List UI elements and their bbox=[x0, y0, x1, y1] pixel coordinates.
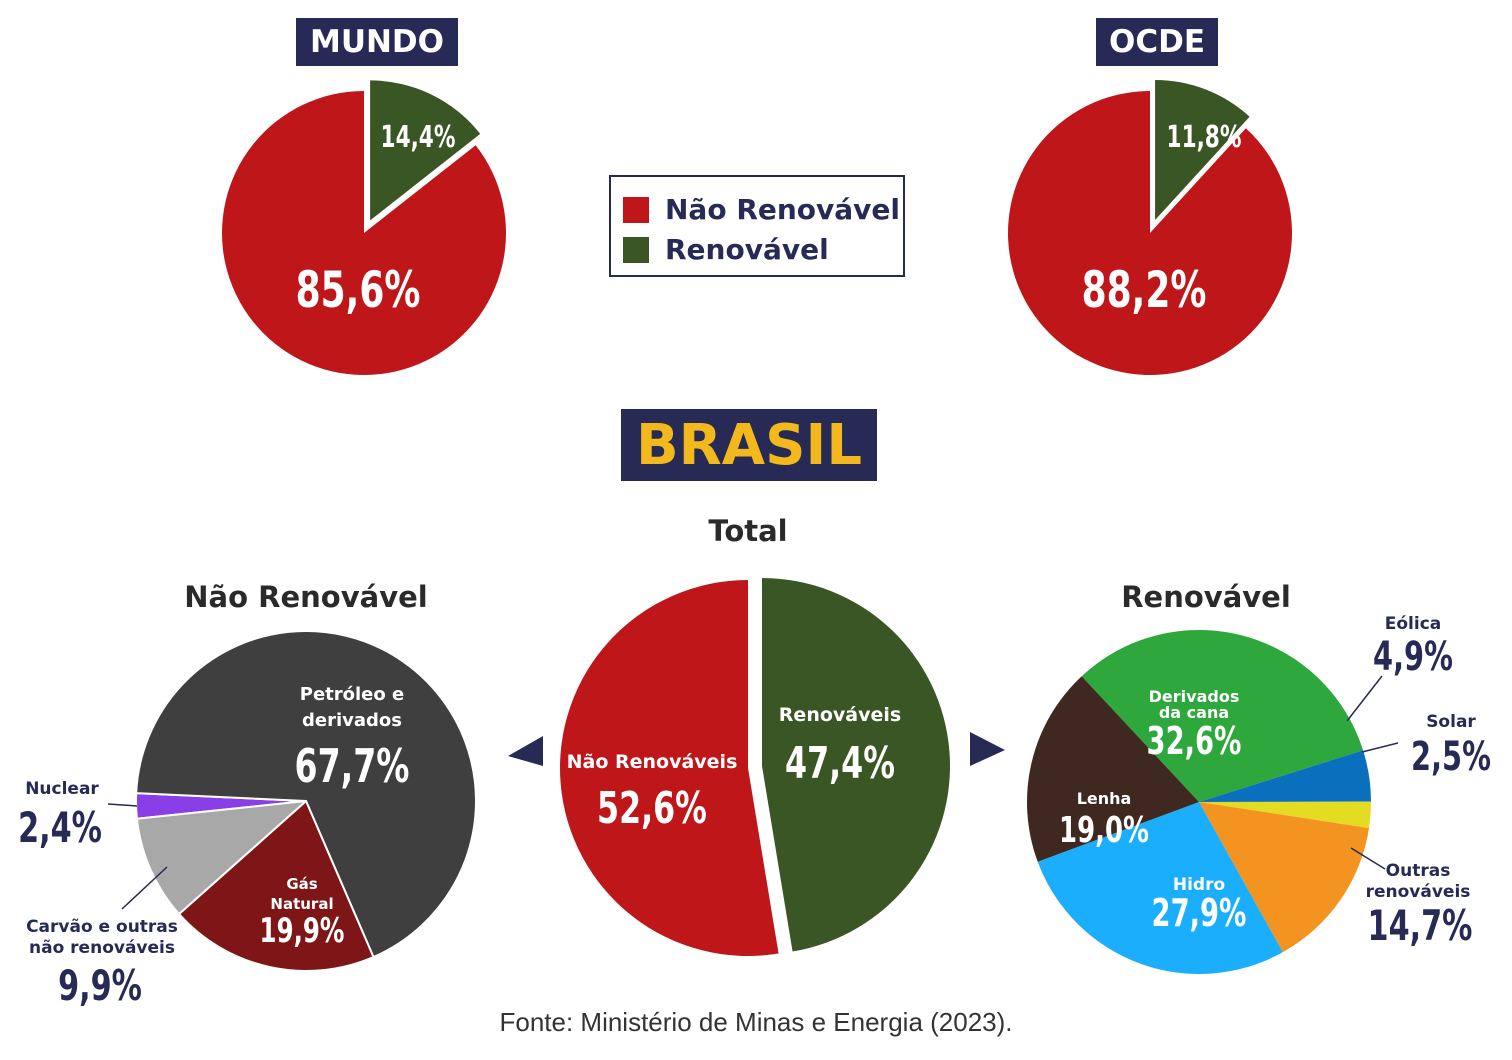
nr-label-carvao-value: 9,9% bbox=[58, 961, 142, 1010]
mundo-label-nao-renovavel: 85,6% bbox=[296, 262, 421, 319]
chart-title-nao-renovavel: Não Renovável bbox=[184, 580, 428, 614]
r-label-eolica-name: Eólica bbox=[1385, 614, 1442, 634]
source-note: Fonte: Ministério de Minas e Energia (20… bbox=[499, 1007, 1013, 1037]
legend-swatch-nao-renovavel bbox=[623, 196, 649, 223]
r-label-outras-name-0: Outras bbox=[1386, 861, 1451, 881]
r-leader-eolica bbox=[1346, 675, 1383, 722]
ocde-slice-nao-renovavel bbox=[1008, 91, 1292, 375]
r-label-outras-value: 14,7% bbox=[1368, 901, 1473, 950]
nr-label-carvao-name-0: Carvão e outras bbox=[26, 917, 178, 937]
total-label-nao-renovaveis-value: 52,6% bbox=[597, 783, 707, 835]
ocde-badge: OCDE bbox=[1096, 18, 1218, 66]
nr-label-carvao-name-1: não renováveis bbox=[29, 938, 175, 958]
nr-leader-nuclear bbox=[107, 803, 138, 807]
r-label-lenha-value: 19,0% bbox=[1059, 810, 1149, 851]
r-slice-eolica bbox=[1199, 750, 1371, 802]
legend-item-renovavel: Renovável bbox=[623, 233, 829, 266]
nr-label-nuclear-name: Nuclear bbox=[25, 779, 99, 799]
r-slice-outras-renovaveis bbox=[1199, 802, 1370, 953]
legend-item-nao-renovavel: Não Renovável bbox=[623, 193, 900, 226]
arrow-left-icon bbox=[508, 736, 543, 766]
mundo-slice-nao-renovavel bbox=[222, 91, 506, 376]
r-label-hidro-value: 27,9% bbox=[1152, 890, 1247, 935]
nr-label-petroleo-name-1: derivados bbox=[302, 710, 402, 731]
ocde-slice-renovavel bbox=[1155, 79, 1250, 220]
nr-slice-petroleo-e-derivados bbox=[135, 630, 477, 959]
legend-label-nao-renovavel: Não Renovável bbox=[665, 193, 901, 226]
r-label-cana-name-0: Derivados bbox=[1149, 687, 1240, 706]
r-label-solar-name: Solar bbox=[1426, 712, 1476, 732]
total-label-renovaveis-value: 47,4% bbox=[785, 738, 895, 790]
r-label-cana-name-1: da cana bbox=[1159, 703, 1229, 722]
chart-title-renovavel: Renovável bbox=[1121, 580, 1291, 614]
legend: Não Renovável Renovável bbox=[609, 175, 905, 277]
nr-slice-carvao-e-outras-nao-renovaveis bbox=[135, 800, 307, 916]
brasil-badge: BRASIL bbox=[621, 409, 877, 481]
nr-label-gas-name-1: Natural bbox=[270, 895, 333, 913]
nr-label-gas-value: 19,9% bbox=[260, 911, 345, 950]
total-label-renovaveis-name: Renováveis bbox=[779, 704, 901, 726]
legend-swatch-renovavel bbox=[623, 236, 649, 263]
r-slice-lenha bbox=[1027, 676, 1199, 862]
nr-leader-carvao bbox=[121, 866, 168, 910]
nr-label-petroleo-value: 67,7% bbox=[295, 741, 410, 794]
nr-label-nuclear-value: 2,4% bbox=[18, 803, 102, 852]
total-label-nao-renovaveis-name: Não Renováveis bbox=[567, 751, 738, 773]
r-label-eolica-value: 4,9% bbox=[1373, 634, 1453, 680]
nr-label-petroleo-name-0: Petróleo e bbox=[300, 684, 404, 705]
arrow-right-icon bbox=[970, 732, 1005, 766]
r-leader-outras bbox=[1350, 847, 1386, 870]
r-slice-solar bbox=[1199, 801, 1371, 829]
mundo-slice-renovavel bbox=[370, 80, 481, 221]
total-slice-renovaveis bbox=[762, 578, 950, 952]
ocde-label-nao-renovavel: 88,2% bbox=[1082, 262, 1207, 319]
r-label-outras-name-1: renováveis bbox=[1366, 882, 1471, 902]
total-slice-nao-renovaveis bbox=[559, 580, 779, 956]
r-label-cana-value: 32,6% bbox=[1147, 718, 1242, 763]
mundo-label-renovavel: 14,4% bbox=[381, 121, 456, 155]
mundo-badge: MUNDO bbox=[296, 18, 458, 66]
r-slice-hidro bbox=[1037, 802, 1283, 974]
r-label-lenha-name: Lenha bbox=[1077, 789, 1132, 808]
r-label-solar-value: 2,5% bbox=[1411, 734, 1491, 780]
nr-label-gas-name-0: Gás bbox=[286, 875, 317, 893]
r-slice-derivados-da-cana bbox=[1081, 630, 1364, 802]
r-leader-solar bbox=[1361, 742, 1399, 753]
r-label-hidro-name: Hidro bbox=[1173, 875, 1225, 895]
chart-title-total: Total bbox=[708, 514, 788, 548]
ocde-label-renovavel: 11,8% bbox=[1167, 121, 1242, 155]
nr-slice-gas-natural bbox=[178, 800, 375, 972]
legend-label-renovavel: Renovável bbox=[665, 233, 829, 266]
